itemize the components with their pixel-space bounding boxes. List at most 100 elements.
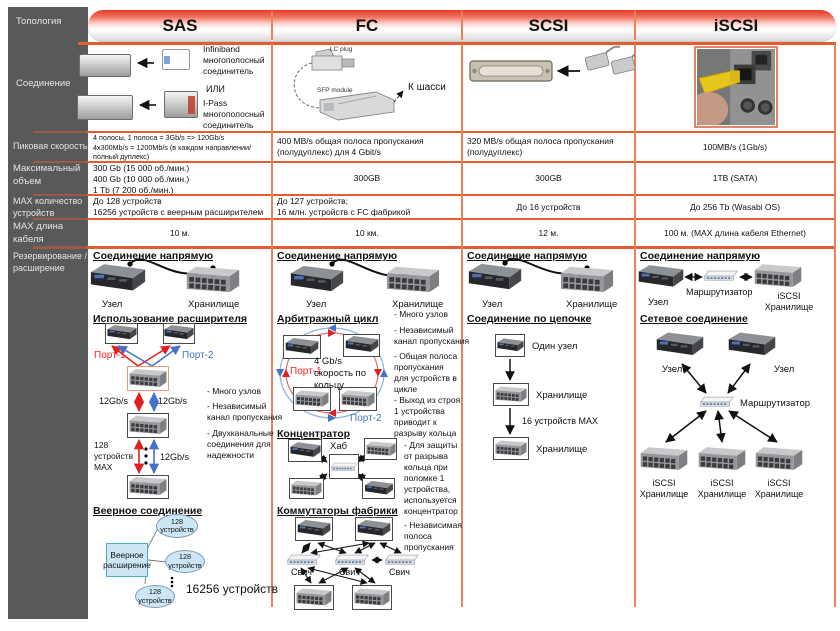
sas-max-volume: 300 Gb (15 000 об./мин.) 400 Gb (10 000 …: [93, 163, 190, 196]
node-server-icon: [355, 517, 393, 541]
column-divider: [461, 44, 463, 607]
sidebar-label-topology: Топология: [16, 16, 62, 27]
iscsi-storage-label: iSCSI Хранилище: [754, 478, 804, 499]
to-chassis-label: К шасси: [408, 82, 446, 93]
sas-peak-speed: 4 полосы, 1 полоса = 3Gb/s => 120Gb/s 4x…: [93, 133, 252, 162]
switch-label: Свич: [291, 567, 312, 577]
iscsi-storage-label: iSCSI Хранилище: [697, 478, 747, 499]
iscsi-max-cable: 100 м. (MAX длина кабеля Ethernet): [664, 228, 806, 238]
sas-speed-label: 12Gb/s: [99, 396, 129, 406]
header-divider: [634, 11, 636, 40]
switch-label: Свич: [389, 567, 410, 577]
storage-server-icon: [698, 445, 746, 475]
scsi-peak-speed: 320 MB/s общая полоса пропускания (полуд…: [467, 136, 614, 158]
iscsi-storage-label: iSCSI Хранилище: [764, 291, 814, 312]
sas-device-group-ellipse: 128 устройств: [156, 514, 198, 538]
sas-max-cable: 10 м.: [169, 228, 191, 238]
switch-label: Свич: [339, 567, 360, 577]
sas-fan-expansion-box: Веерное расширение: [103, 543, 151, 577]
fc-loop-speed-label: 4 Gb/s скорость по кольцу: [314, 356, 366, 391]
fc-hub-bullet: - Для защиты от разрыва кольца при полом…: [404, 440, 458, 517]
node-server-icon: [362, 478, 395, 499]
node-server-icon: [283, 335, 321, 359]
node-server-icon: [295, 517, 333, 541]
storage-server-icon: [493, 437, 529, 460]
router-switch-icon: [704, 269, 738, 283]
left-arrow-icon: [136, 58, 154, 68]
sas-device-group-ellipse: 128 устройств: [135, 585, 175, 608]
sas-max-devices: До 128 устройств 16256 устройств с веерн…: [93, 196, 264, 218]
storage-label: Хранилище: [536, 390, 588, 401]
fc-hub-title: Концентратор: [277, 428, 351, 440]
storage-server-icon: [640, 445, 688, 475]
node-server-icon: [638, 263, 684, 293]
left-arrow-icon: [138, 100, 156, 110]
infiniband-connector-label: Infiniband многополосный соединитель: [203, 44, 265, 77]
grid-line: [78, 42, 836, 45]
node-label: Узел: [662, 364, 683, 375]
scsi-chain-max-label: 16 устройств MAX: [522, 416, 598, 426]
fc-max-cable: 10 км.: [355, 228, 379, 238]
storage-server-icon: [493, 383, 529, 406]
ipass-socket-image: [77, 95, 133, 120]
grid-line: [33, 246, 836, 249]
storage-server-icon: [755, 445, 803, 475]
column-header-fc: FC: [355, 16, 379, 35]
sas-speed-label: 12Gb/s: [158, 396, 188, 406]
storage-server-icon: [754, 263, 802, 291]
column-header-sas: SAS: [162, 16, 198, 35]
ipass-plug-image: [164, 91, 198, 118]
row-label-sidebar: [8, 7, 88, 619]
sas-bullet: - Двухканальные соединения для надежност…: [207, 428, 274, 461]
fc-max-devices: До 127 устройств; 16 млн. устройств с FC…: [277, 196, 411, 218]
node-label: Узел: [482, 299, 503, 310]
column-divider: [634, 44, 636, 607]
fc-connector-image: [293, 48, 404, 121]
switch-icon: [385, 554, 419, 566]
sas-device-group-ellipse: 128 устройств: [165, 550, 205, 573]
storage-server-icon: [364, 438, 397, 460]
hub-switch-icon: [329, 454, 359, 479]
storage-label: Хранилище: [392, 299, 444, 310]
node-label: Узел: [306, 299, 327, 310]
sfp-module-label: SFP module: [317, 87, 353, 94]
ipass-connector-label: I-Pass многополосный соединитель: [203, 98, 265, 131]
storage-server-icon: [186, 265, 240, 297]
scsi-direct-title: Соединение напрямую: [467, 250, 588, 262]
storage-server-icon: [127, 413, 169, 438]
iscsi-storage-label: iSCSI Хранилище: [639, 478, 689, 499]
sas-bullet: - Независимый канал пропускания: [207, 401, 283, 423]
sas-speed-label: 12Gb/s: [160, 452, 190, 462]
sidebar-label-max-cable: MAX длина кабеля: [13, 221, 64, 245]
fc-bullet: - Независимый канал пропускания: [394, 325, 470, 347]
iscsi-peak-speed: 100MB/s (1Gb/s): [702, 142, 768, 152]
column-header-iscsi: iSCSI: [713, 16, 759, 35]
node-server-icon: [343, 334, 380, 357]
fc-max-volume: 300GB: [353, 173, 381, 183]
sidebar-label-max-volume: Максимальный объем: [13, 163, 81, 187]
node-server-icon: [163, 323, 195, 344]
node-server-icon: [728, 331, 776, 361]
sidebar-label-redundancy: Резервирование / расширение: [13, 251, 87, 274]
storage-label: Хранилище: [188, 299, 240, 310]
fc-bullet: - Общая полоса пропускания для устройств…: [394, 351, 458, 395]
fc-fabric-title: Коммутаторы фабрики: [277, 505, 398, 517]
grid-line: [33, 218, 836, 220]
infiniband-plug-image: [162, 49, 190, 70]
scsi-max-devices: До 16 устройств: [516, 202, 581, 212]
node-server-icon: [90, 262, 146, 298]
storage-server-icon: [293, 387, 331, 411]
infiniband-socket-image: [79, 54, 131, 77]
fc-bullet: - Много узлов: [394, 309, 449, 319]
header-divider: [271, 11, 273, 40]
sas-port1-label: Порт-1: [94, 350, 126, 361]
fc-port2-label: Порт-2: [350, 413, 382, 424]
fc-peak-speed: 400 MB/s общая полоса пропускания (полуд…: [277, 136, 424, 158]
storage-server-icon: [339, 387, 377, 411]
sas-bullet: - Много узлов: [207, 386, 262, 396]
sidebar-label-max-devices: MAX количество устройств: [13, 196, 83, 219]
router-switch-icon: [700, 395, 734, 409]
iscsi-max-volume: 1TB (SATA): [712, 173, 758, 183]
scsi-max-volume: 300GB: [535, 173, 562, 183]
